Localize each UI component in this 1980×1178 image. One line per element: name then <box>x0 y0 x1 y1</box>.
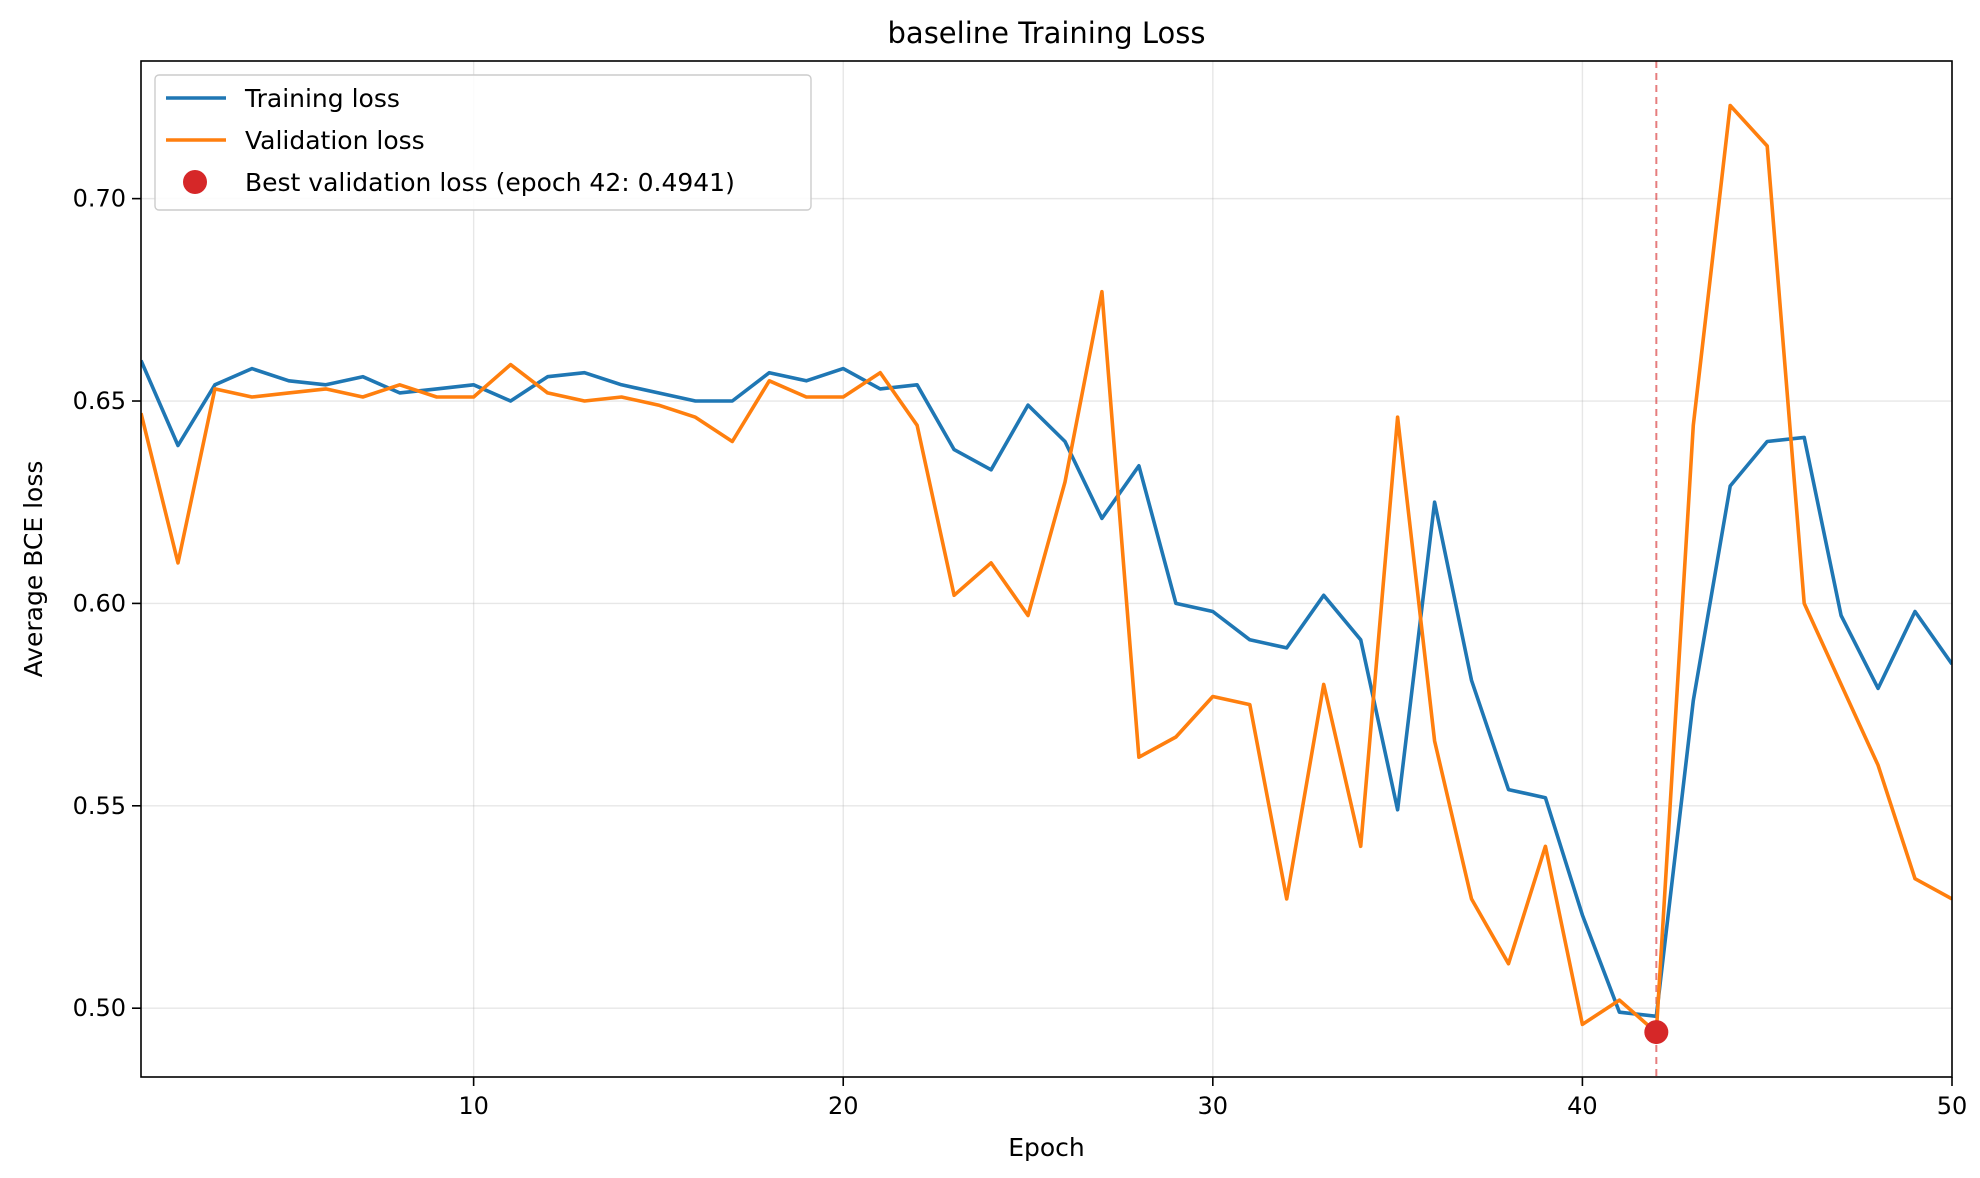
x-tick-label: 40 <box>1567 1092 1598 1120</box>
best-point-layer <box>1644 1020 1669 1045</box>
x-tick-label: 10 <box>458 1092 489 1120</box>
y-tick-label: 0.65 <box>73 387 126 415</box>
x-tick-label: 50 <box>1937 1092 1968 1120</box>
legend-label-best-validation: Best validation loss (epoch 42: 0.4941) <box>245 168 735 197</box>
legend: Training loss Validation loss Best valid… <box>154 74 812 211</box>
plot-frame <box>140 60 1953 1078</box>
y-tick-label: 0.50 <box>73 994 126 1022</box>
chart-title: baseline Training Loss <box>888 16 1206 50</box>
x-axis-label: Epoch <box>1008 1133 1085 1162</box>
legend-label-training-loss: Training loss <box>244 84 400 113</box>
y-axis-label: Average BCE loss <box>19 461 48 678</box>
legend-box <box>154 74 812 211</box>
y-tick-label: 0.60 <box>73 589 126 617</box>
training-loss-line <box>141 359 1952 1019</box>
x-tick-label: 20 <box>828 1092 859 1120</box>
ticks: 10 20 30 40 50 0.50 0.55 0.60 0.65 0.70 <box>73 185 1968 1120</box>
y-tick-label: 0.55 <box>73 792 126 820</box>
legend-label-validation-loss: Validation loss <box>245 126 425 155</box>
grid <box>141 61 1953 1077</box>
legend-swatch-best-validation <box>183 170 207 194</box>
y-tick-label: 0.70 <box>73 185 126 213</box>
best-validation-point <box>1644 1020 1669 1045</box>
x-tick-label: 30 <box>1198 1092 1229 1120</box>
